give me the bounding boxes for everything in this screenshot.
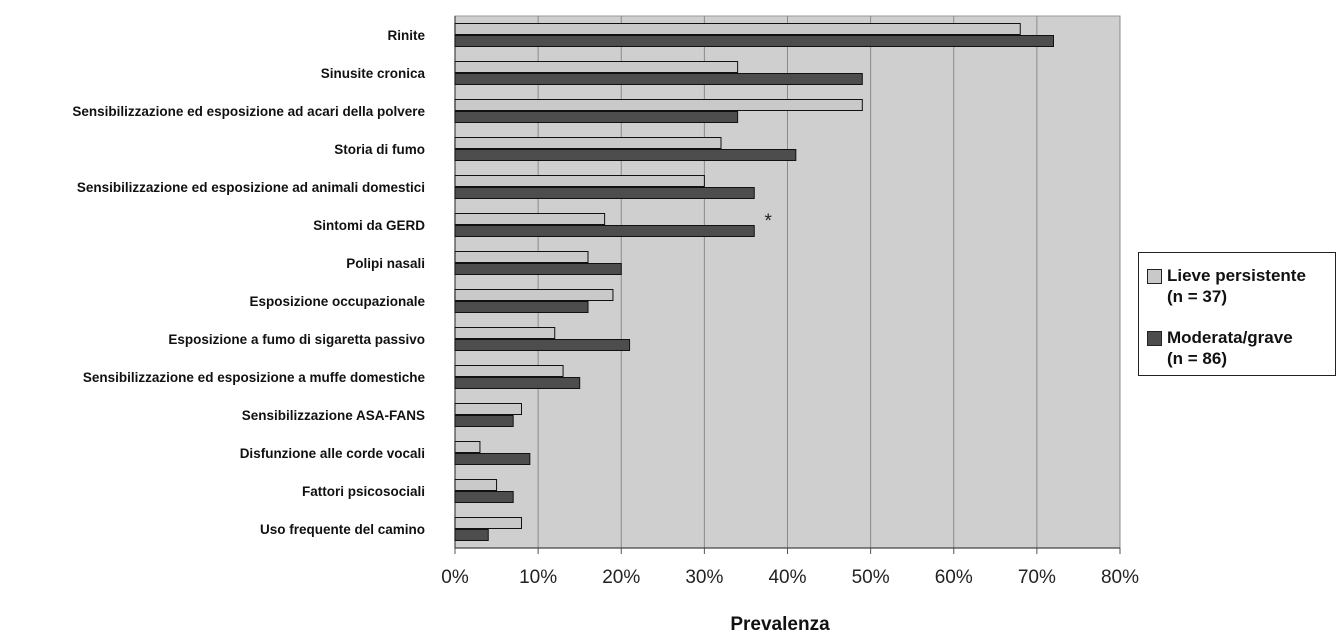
bar-moderata-grave <box>454 73 863 85</box>
significance-annotation: * <box>765 211 773 232</box>
bar-lieve-persistente <box>454 61 739 73</box>
bar-moderata-grave <box>454 453 531 465</box>
bar-lieve-persistente <box>454 365 564 377</box>
bar-moderata-grave <box>454 35 1054 47</box>
legend-label-moderata-line1: Moderata/grave <box>1167 328 1293 347</box>
category-label: Sensibilizzazione ed esposizione a muffe… <box>83 370 426 385</box>
x-tick-label: 40% <box>768 567 806 588</box>
bar-moderata-grave <box>454 491 514 503</box>
bar-lieve-persistente <box>454 137 722 149</box>
bar-lieve-persistente <box>454 251 589 263</box>
bar-lieve-persistente <box>454 175 705 187</box>
bar-lieve-persistente <box>454 289 614 301</box>
bar-moderata-grave <box>454 263 622 275</box>
category-label: Rinite <box>387 28 425 43</box>
bar-moderata-grave <box>454 225 755 237</box>
category-label: Esposizione a fumo di sigaretta passivo <box>168 332 425 347</box>
bar-moderata-grave <box>454 149 797 161</box>
bar-lieve-persistente <box>454 99 863 111</box>
legend-label-moderata-line2: (n = 86) <box>1167 349 1227 368</box>
plot-area <box>454 15 1121 554</box>
bar-lieve-persistente <box>454 479 498 491</box>
x-tick-label: 20% <box>602 567 640 588</box>
bar-moderata-grave <box>454 339 631 351</box>
category-label: Sinusite cronica <box>321 66 426 81</box>
bar-lieve-persistente <box>454 403 522 415</box>
category-label: Polipi nasali <box>346 256 425 271</box>
legend-swatch-lieve <box>1147 269 1162 284</box>
x-tick-label: 70% <box>1018 567 1056 588</box>
x-tick-label: 50% <box>852 567 890 588</box>
bar-moderata-grave <box>454 377 581 389</box>
category-label: Sensibilizzazione ed esposizione ad acar… <box>72 104 425 119</box>
x-tick-label: 10% <box>519 567 557 588</box>
bar-moderata-grave <box>454 301 589 313</box>
category-label: Sensibilizzazione ed esposizione ad anim… <box>77 180 425 195</box>
category-label: Uso frequente del camino <box>260 522 425 537</box>
legend-label-lieve-line2: (n = 37) <box>1167 287 1227 306</box>
bar-lieve-persistente <box>454 213 606 225</box>
legend-label-lieve-line1: Lieve persistente <box>1167 266 1306 285</box>
x-tick-label: 80% <box>1101 567 1139 588</box>
legend-label-moderata: Moderata/grave (n = 86) <box>1167 327 1293 369</box>
x-axis-title: Prevalenza <box>730 614 830 635</box>
bar-lieve-persistente <box>454 441 481 453</box>
x-tick-label: 60% <box>935 567 973 588</box>
category-label: Sensibilizzazione ASA-FANS <box>242 408 425 423</box>
legend: Lieve persistente (n = 37) Moderata/grav… <box>1138 252 1336 376</box>
bars: * <box>454 23 1054 541</box>
category-label: Esposizione occupazionale <box>249 294 425 309</box>
category-labels: Rinite Sinusite cronica Sensibilizzazione … <box>72 28 425 537</box>
legend-swatch-moderata <box>1147 331 1162 346</box>
x-tick-label: 0% <box>441 567 469 588</box>
x-tick-labels: 0% 10% 20% 30% 40% 50% 60% 70% 80% <box>441 567 1139 588</box>
bar-moderata-grave <box>454 111 739 123</box>
category-label: Sintomi da GERD <box>313 218 425 233</box>
bar-moderata-grave <box>454 415 514 427</box>
legend-label-lieve: Lieve persistente (n = 37) <box>1167 265 1306 307</box>
category-label: Storia di fumo <box>334 142 425 157</box>
bar-lieve-persistente <box>454 23 1021 35</box>
category-label: Disfunzione alle corde vocali <box>240 446 425 461</box>
bar-moderata-grave <box>454 187 755 199</box>
category-label: Fattori psicosociali <box>302 484 425 499</box>
bar-lieve-persistente <box>454 327 556 339</box>
bar-lieve-persistente <box>454 517 522 529</box>
bar-moderata-grave <box>454 529 489 541</box>
x-tick-label: 30% <box>685 567 723 588</box>
